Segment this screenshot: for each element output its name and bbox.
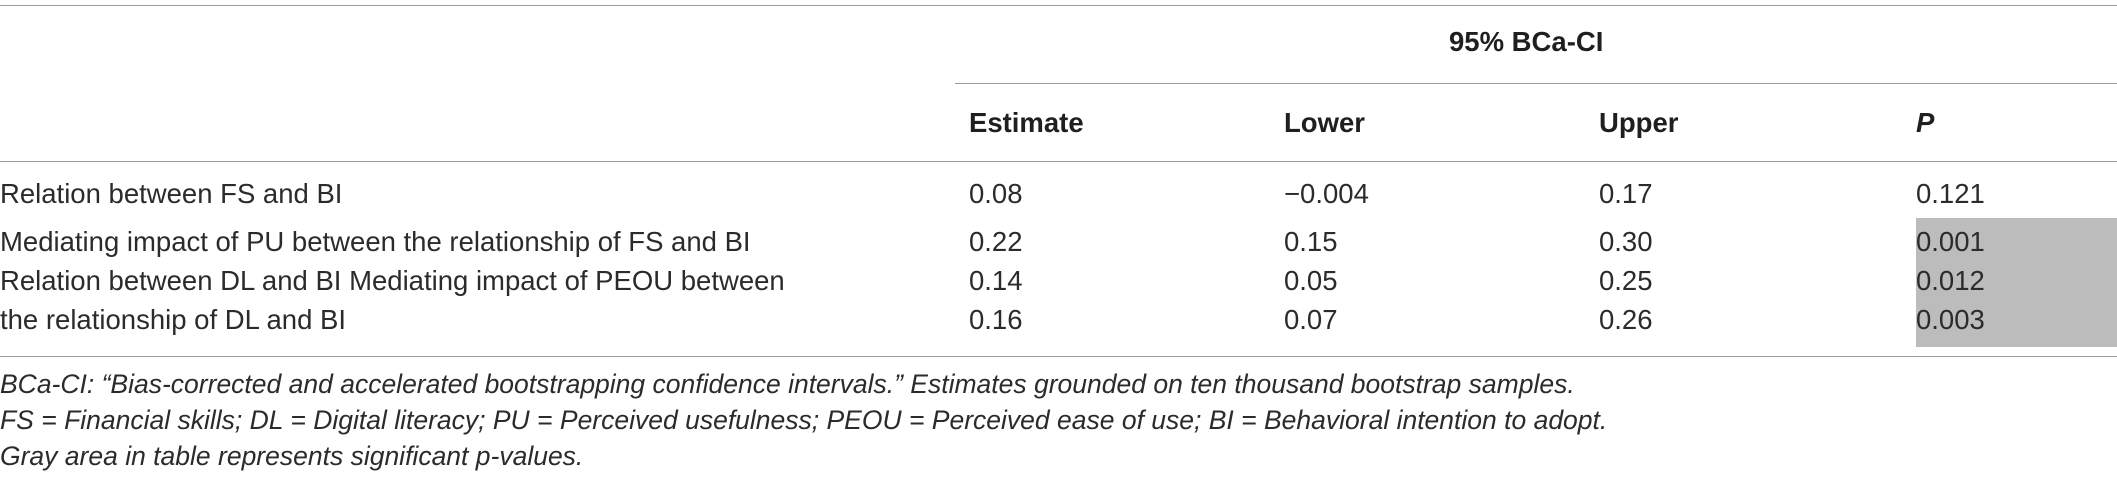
cell-p: 0.001 [1916,226,1985,257]
row-label: the relationship of DL and BI [0,304,347,335]
cell-p: 0.003 [1916,304,1985,335]
cell-lower: −0.004 [1284,178,1369,209]
footnote-abbreviations: FS = Financial skills; DL = Digital lite… [0,405,1608,435]
cell-estimate: 0.14 [969,265,1023,296]
group-header-rule [955,83,2117,84]
row-label: Relation between FS and BI [0,178,343,209]
cell-lower: 0.07 [1284,304,1338,335]
cell-lower: 0.05 [1284,265,1338,296]
cell-upper: 0.30 [1599,226,1653,257]
cell-upper: 0.26 [1599,304,1653,335]
column-header-rule [0,161,2117,162]
cell-p: 0.012 [1916,265,1985,296]
bottom-rule [0,356,2117,357]
top-rule [0,5,2117,6]
cell-estimate: 0.22 [969,226,1023,257]
cell-upper: 0.17 [1599,178,1653,209]
col-header-upper: Upper [1599,107,1679,138]
row-label: Relation between DL and BI Mediating imp… [0,265,785,296]
footnote-bca: BCa-CI: “Bias-corrected and accelerated … [0,369,1575,399]
cell-estimate: 0.16 [969,304,1023,335]
footnote-gray-area: Gray area in table represents significan… [0,441,584,471]
cell-estimate: 0.08 [969,178,1023,209]
cell-upper: 0.25 [1599,265,1653,296]
ci-group-header: 95% BCa-CI [1449,26,1604,57]
row-label: Mediating impact of PU between the relat… [0,226,751,257]
significance-shade [1916,218,2117,347]
cell-lower: 0.15 [1284,226,1338,257]
col-header-p: P [1916,107,1935,138]
col-header-lower: Lower [1284,107,1365,138]
cell-p: 0.121 [1916,178,1985,209]
col-header-estimate: Estimate [969,107,1084,138]
